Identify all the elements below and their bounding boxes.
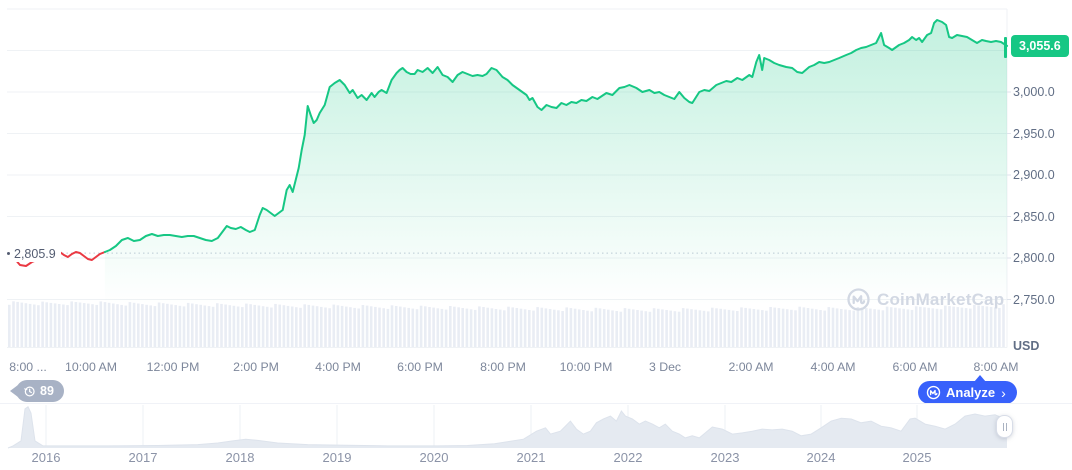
- coinmarketcap-watermark: CoinMarketCap: [846, 287, 1004, 312]
- x-axis-label: 8:00 ...: [9, 360, 47, 374]
- x-axis-label: 10:00 PM: [559, 360, 613, 374]
- x-axis-label: 6:00 PM: [397, 360, 443, 374]
- current-price-badge: 3,055.6: [1011, 35, 1069, 57]
- y-axis-unit: USD: [1013, 339, 1040, 353]
- y-axis-label: 2,850.0: [1013, 209, 1055, 224]
- year-axis-label: 2025: [902, 450, 932, 465]
- coinmarketcap-logo-icon: [846, 287, 871, 312]
- y-axis-label: 2,900.0: [1013, 168, 1055, 182]
- open-price-label: 2,805.9: [5, 245, 61, 262]
- year-axis-label: 2018: [225, 450, 255, 465]
- y-axis-label: 2,950.0: [1013, 126, 1055, 141]
- watchers-count: 89: [40, 384, 54, 398]
- x-axis-label: 3 Dec: [648, 360, 682, 374]
- x-axis-label: 2:00 AM: [728, 360, 774, 374]
- y-axis-label: 3,000.0: [1013, 85, 1055, 99]
- x-axis-label: 4:00 AM: [810, 360, 856, 374]
- x-axis-label: 12:00 PM: [146, 360, 200, 374]
- year-axis-label: 2024: [806, 450, 836, 465]
- year-axis-label: 2017: [128, 450, 158, 465]
- y-axis-label: 2,750.0: [1013, 292, 1055, 307]
- x-axis-label: 6:00 AM: [892, 360, 938, 374]
- open-price-value: 2,805.9: [14, 246, 56, 261]
- x-axis-label: 2:00 PM: [233, 360, 279, 374]
- x-axis-label: 8:00 AM: [973, 360, 1019, 374]
- year-axis-label: 2016: [31, 450, 61, 465]
- clock-history-icon: [24, 386, 35, 396]
- open-price-marker-icon: [7, 252, 10, 255]
- coinmarketcap-logo-icon: [926, 385, 941, 400]
- y-axis-label: 2,800.0: [1013, 251, 1055, 265]
- watchers-badge: 89: [16, 380, 64, 402]
- year-axis-label: 2021: [516, 450, 546, 465]
- year-axis-label: 2020: [419, 450, 449, 465]
- year-axis-label: 2019: [322, 450, 352, 465]
- analyze-button[interactable]: Analyze ›: [918, 375, 1017, 404]
- timeline-navigator[interactable]: [0, 403, 1072, 449]
- x-axis-label: 8:00 PM: [480, 360, 526, 374]
- x-axis-label: 4:00 PM: [315, 360, 361, 374]
- watermark-text: CoinMarketCap: [877, 289, 1005, 309]
- year-axis-label: 2023: [710, 450, 740, 465]
- price-chart-canvas[interactable]: [0, 0, 1072, 355]
- analyze-button-label: Analyze: [946, 385, 996, 400]
- chevron-right-icon: ›: [1001, 384, 1006, 401]
- year-axis-label: 2022: [613, 450, 643, 465]
- x-axis-label: 10:00 AM: [65, 360, 117, 374]
- navigator-handle[interactable]: [996, 415, 1013, 438]
